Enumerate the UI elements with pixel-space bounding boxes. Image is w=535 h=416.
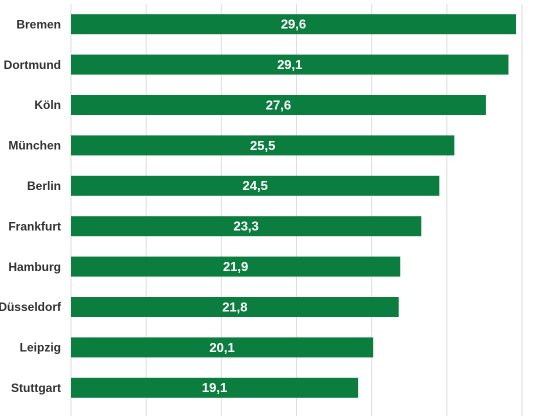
value-label: 29,6	[281, 17, 306, 32]
bar	[71, 135, 455, 156]
y-tick-label: München	[8, 139, 61, 153]
bar	[71, 297, 399, 317]
value-label: 21,8	[222, 299, 247, 314]
y-tick-label: Dortmund	[4, 58, 61, 72]
value-label: 25,5	[250, 138, 275, 153]
bar	[71, 337, 374, 358]
bar	[71, 175, 440, 196]
bar	[71, 256, 401, 277]
bar	[71, 14, 516, 35]
y-tick-label: Hamburg	[8, 260, 61, 274]
bar	[71, 54, 509, 75]
y-tick-label: Leipzig	[20, 341, 61, 355]
bar	[71, 377, 359, 398]
bar	[71, 216, 422, 237]
y-tick-label: Düsseldorf	[0, 300, 62, 314]
value-label: 27,6	[266, 97, 291, 112]
y-tick-label: Stuttgart	[11, 381, 61, 395]
value-label: 24,5	[243, 178, 268, 193]
value-label: 21,9	[223, 259, 248, 274]
value-label: 19,1	[202, 380, 227, 395]
value-label: 29,1	[277, 57, 302, 72]
value-label: 23,3	[233, 219, 258, 234]
value-label: 20,1	[209, 340, 234, 355]
y-tick-label: Köln	[34, 98, 61, 112]
y-tick-label: Bremen	[16, 17, 61, 31]
bar	[71, 95, 486, 115]
y-tick-label: Frankfurt	[8, 219, 61, 233]
y-tick-label: Berlin	[27, 179, 61, 193]
